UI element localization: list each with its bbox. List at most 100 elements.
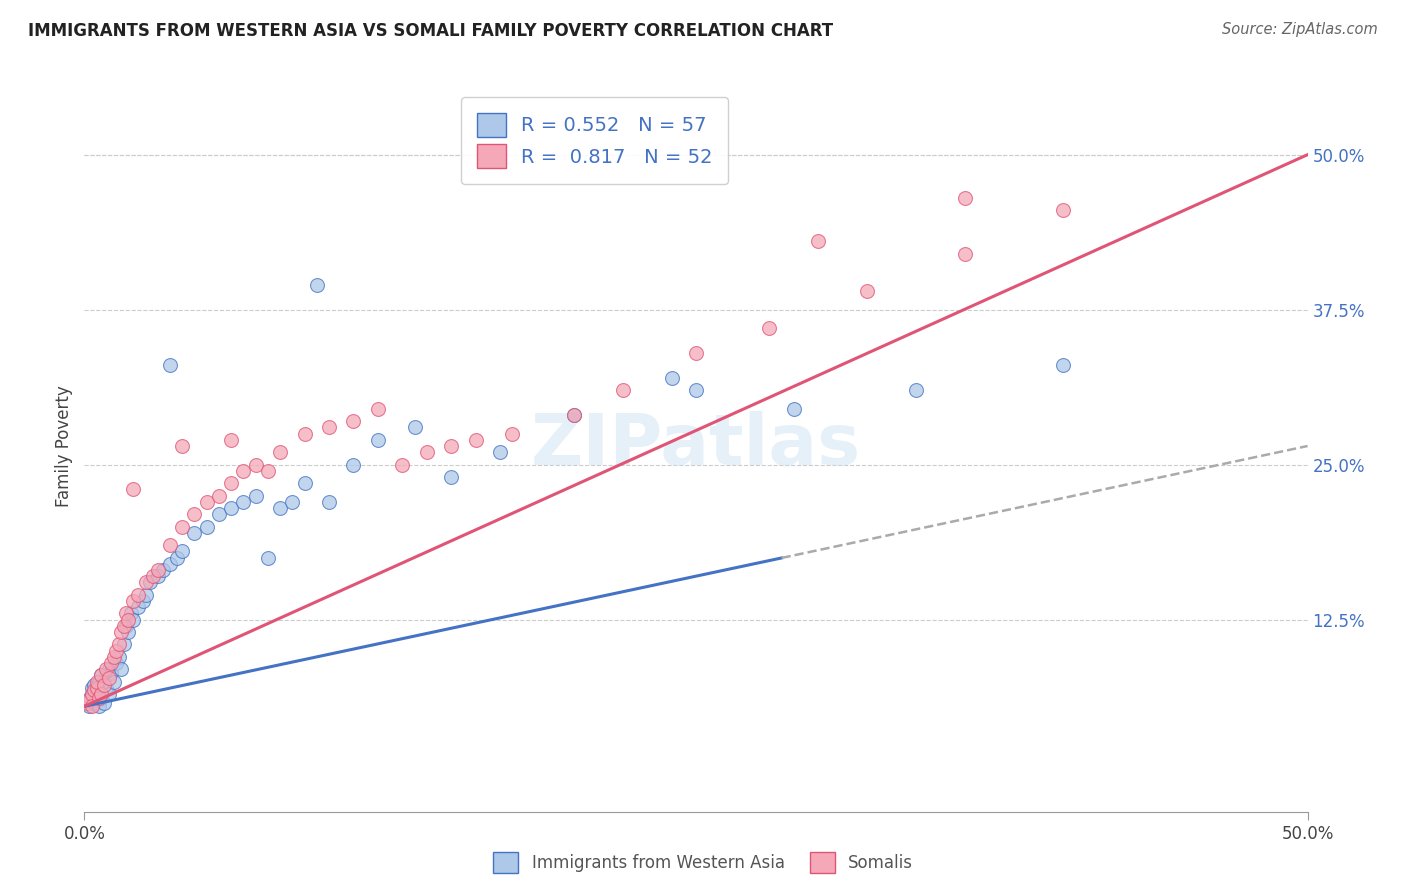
Point — [208, 489, 231, 503]
Point — [105, 643, 128, 657]
Point — [953, 191, 976, 205]
Point — [342, 414, 364, 428]
Point — [93, 678, 115, 692]
Point — [142, 569, 165, 583]
Point — [86, 693, 108, 707]
Point — [159, 538, 181, 552]
Point — [166, 550, 188, 565]
Point — [1052, 203, 1074, 218]
Point — [97, 671, 120, 685]
Point — [183, 507, 205, 521]
Point — [367, 401, 389, 416]
Point — [232, 495, 254, 509]
Point — [139, 575, 162, 590]
Point — [83, 696, 105, 710]
Point — [146, 569, 169, 583]
Point — [305, 277, 328, 292]
Point — [440, 439, 463, 453]
Point — [97, 662, 120, 676]
Point — [80, 681, 103, 695]
Point — [117, 613, 139, 627]
Legend: Immigrants from Western Asia, Somalis: Immigrants from Western Asia, Somalis — [486, 846, 920, 880]
Point — [489, 445, 512, 459]
Point — [86, 681, 108, 695]
Point — [122, 613, 145, 627]
Point — [86, 674, 108, 689]
Point — [135, 575, 157, 590]
Point — [758, 321, 780, 335]
Point — [159, 557, 181, 571]
Point — [127, 600, 149, 615]
Point — [120, 607, 142, 621]
Point — [562, 408, 585, 422]
Point — [90, 668, 112, 682]
Point — [107, 637, 129, 651]
Point — [183, 525, 205, 540]
Point — [76, 696, 98, 710]
Point — [807, 235, 830, 249]
Point — [416, 445, 439, 459]
Text: Source: ZipAtlas.com: Source: ZipAtlas.com — [1222, 22, 1378, 37]
Point — [294, 476, 316, 491]
Point — [562, 408, 585, 422]
Point — [110, 662, 132, 676]
Point — [502, 426, 524, 441]
Point — [219, 500, 242, 515]
Point — [90, 668, 112, 682]
Point — [110, 624, 132, 639]
Point — [1052, 359, 1074, 373]
Point — [87, 674, 110, 689]
Point — [152, 563, 174, 577]
Point — [80, 687, 103, 701]
Point — [318, 420, 340, 434]
Point — [172, 519, 194, 533]
Point — [612, 383, 634, 397]
Y-axis label: Family Poverty: Family Poverty — [55, 385, 73, 507]
Point — [232, 464, 254, 478]
Point — [294, 426, 316, 441]
Point — [87, 699, 110, 714]
Point — [208, 507, 231, 521]
Point — [367, 433, 389, 447]
Point — [342, 458, 364, 472]
Point — [93, 696, 115, 710]
Point — [107, 649, 129, 664]
Point — [80, 687, 103, 701]
Point — [953, 247, 976, 261]
Point — [172, 439, 194, 453]
Text: IMMIGRANTS FROM WESTERN ASIA VS SOMALI FAMILY POVERTY CORRELATION CHART: IMMIGRANTS FROM WESTERN ASIA VS SOMALI F… — [28, 22, 834, 40]
Text: ZIPatlas: ZIPatlas — [531, 411, 860, 481]
Point — [269, 445, 291, 459]
Point — [685, 383, 707, 397]
Point — [219, 476, 242, 491]
Point — [86, 683, 108, 698]
Point — [77, 693, 100, 707]
Point — [661, 371, 683, 385]
Point — [905, 383, 928, 397]
Point — [856, 284, 879, 298]
Point — [195, 519, 218, 533]
Point — [100, 665, 122, 680]
Point — [80, 699, 103, 714]
Point — [132, 594, 155, 608]
Point — [83, 683, 105, 698]
Point — [404, 420, 426, 434]
Point — [117, 624, 139, 639]
Point — [127, 588, 149, 602]
Point — [93, 674, 115, 689]
Point — [172, 544, 194, 558]
Point — [96, 662, 118, 676]
Point — [96, 681, 118, 695]
Point — [440, 470, 463, 484]
Point — [105, 656, 128, 670]
Point — [122, 483, 145, 497]
Point — [77, 699, 100, 714]
Point — [195, 495, 218, 509]
Point — [83, 678, 105, 692]
Point — [115, 619, 138, 633]
Point — [103, 674, 125, 689]
Point — [464, 433, 486, 447]
Point — [391, 458, 413, 472]
Point — [159, 359, 181, 373]
Point — [90, 690, 112, 705]
